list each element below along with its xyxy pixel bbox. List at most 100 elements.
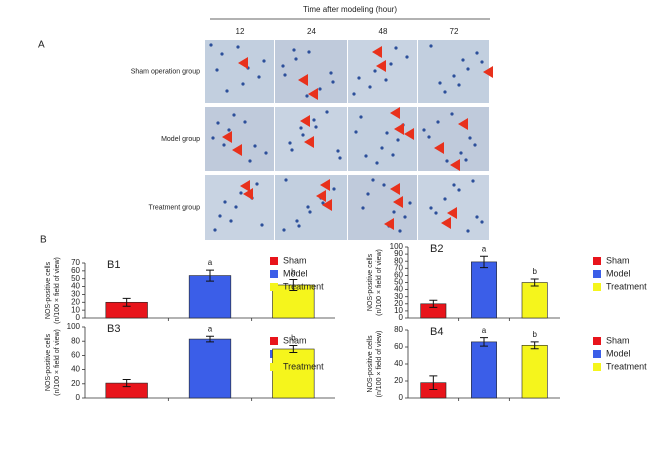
y-axis-label: (n/100 × field of view) [376,331,383,398]
error-bar [480,255,488,269]
cell [229,219,233,223]
error-bar [530,278,539,287]
cell [361,206,365,210]
y-axis-label: NOS-positive cells [45,261,52,319]
cell [371,178,375,182]
cell [239,191,243,195]
cell [209,43,213,47]
cell [218,214,222,218]
arrow [393,196,403,208]
annotation: a [208,258,213,267]
y-axis-label: NOS-positive cells [367,253,374,311]
panel-title: B3 [107,323,120,335]
cell [475,215,479,219]
cell [452,74,456,78]
arrow [243,188,253,200]
arrow [316,190,326,202]
y-tick-label: 30 [394,292,403,301]
row-label: Model group [161,136,200,143]
arrow [404,128,414,140]
cell [308,210,312,214]
legend-label: Model [606,348,631,358]
cell [318,87,322,91]
cell [457,83,461,87]
y-tick-label: 50 [71,274,80,283]
y-axis-label: NOS-positive cells [367,335,374,393]
cell [292,48,296,52]
y-axis-label: (n/100 × field of view) [54,329,61,396]
arrow [441,217,451,229]
cell [473,143,477,147]
cell [466,229,470,233]
cell [336,149,340,153]
cell [452,183,456,187]
y-axis-label: (n/100 × field of view) [54,257,61,324]
annotation: b [291,268,296,277]
cell [288,141,292,145]
micrograph [275,175,347,240]
cell [445,159,449,163]
legend-swatch [270,363,278,371]
cell [443,90,447,94]
cell [373,69,377,73]
cell [471,179,475,183]
micrograph [205,175,274,240]
legend-label: Treatment [283,281,324,291]
error-bar [122,297,131,307]
y-tick-label: 70 [394,263,403,272]
cell [211,136,215,140]
y-tick-label: 50 [394,278,403,287]
cell [408,201,412,205]
cell [216,121,220,125]
y-tick-label: 20 [71,379,80,388]
cell [427,135,431,139]
cell [307,50,311,54]
cell [398,229,402,233]
error-bar [289,344,298,354]
cell [260,223,264,227]
cell [332,187,336,191]
legend-swatch [270,257,278,265]
cell [312,118,316,122]
arrow [447,207,457,219]
cell [368,85,372,89]
y-tick-label: 100 [67,322,81,331]
error-bar [530,341,539,350]
y-tick-label: 60 [71,266,80,275]
column-label: 24 [307,27,316,36]
y-tick-label: 40 [394,285,403,294]
micrograph [418,40,489,103]
cell [475,51,479,55]
cell [331,80,335,84]
cell [325,110,329,114]
row-label: Sham operation group [131,68,200,75]
arrow [232,144,242,156]
y-tick-label: 60 [394,342,403,351]
bar [521,282,548,319]
cell [403,215,407,219]
column-label: 48 [379,27,388,36]
y-tick-label: 20 [394,376,403,385]
annotation: b [532,267,537,276]
cell [305,94,309,98]
error-bar [206,269,214,282]
cell [225,89,229,93]
cell [215,68,219,72]
legend-label: Sham [283,335,307,345]
cell [253,144,257,148]
panel-title: B2 [430,243,443,255]
cell [443,197,447,201]
y-axis-label: NOS-positive cells [45,333,52,391]
legend-label: Model [283,268,308,278]
cell [405,55,409,59]
panel-title: B1 [107,259,120,271]
cell [429,206,433,210]
cell [314,125,318,129]
cell [394,46,398,50]
cell [306,205,310,209]
y-tick-label: 0 [399,393,404,402]
cell [262,59,266,63]
y-tick-label: 70 [71,258,80,267]
bar [188,338,232,399]
